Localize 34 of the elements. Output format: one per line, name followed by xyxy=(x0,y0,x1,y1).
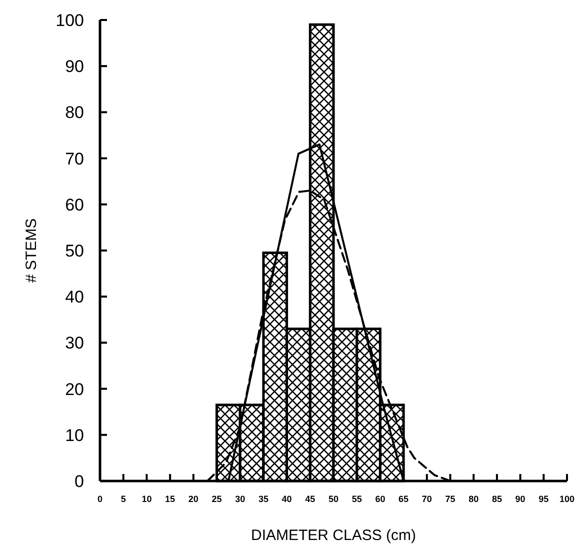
x-tick-label: 35 xyxy=(258,494,268,504)
x-tick-label: 20 xyxy=(188,494,198,504)
x-tick-label: 65 xyxy=(398,494,409,504)
x-tick-label: 85 xyxy=(492,494,502,504)
y-tick-label: 0 xyxy=(74,472,84,491)
y-tick-label: 40 xyxy=(65,288,84,307)
y-tick-label: 70 xyxy=(65,149,84,168)
y-tick-label: 90 xyxy=(65,57,84,76)
x-tick-label: 0 xyxy=(97,494,103,504)
x-tick-label: 5 xyxy=(120,494,126,504)
x-tick-label: 60 xyxy=(375,494,386,504)
x-tick-label: 40 xyxy=(282,494,292,504)
x-tick-label: 55 xyxy=(352,494,362,504)
x-tick-label: 15 xyxy=(165,494,176,504)
x-tick-label: 25 xyxy=(212,494,222,504)
x-tick-label: 70 xyxy=(422,494,432,504)
x-tick-label: 90 xyxy=(515,494,526,504)
y-tick-label: 30 xyxy=(65,334,84,353)
x-tick-label: 45 xyxy=(305,494,316,504)
x-tick-label: 30 xyxy=(235,494,246,504)
x-tick-label: 10 xyxy=(142,494,152,504)
x-tick-label: 75 xyxy=(445,494,456,504)
y-tick-label: 60 xyxy=(65,195,84,214)
x-axis-title: DIAMETER CLASS (cm) xyxy=(250,527,416,544)
y-tick-label: 50 xyxy=(65,241,84,260)
y-tick-label: 10 xyxy=(65,426,84,445)
y-tick-label: 20 xyxy=(65,380,84,399)
y-tick-label: 100 xyxy=(56,10,84,30)
y-tick-label: 80 xyxy=(65,103,84,122)
x-tick-label: 50 xyxy=(328,494,339,504)
x-tick-label: 100 xyxy=(559,494,575,504)
x-tick-label: 95 xyxy=(538,494,549,504)
x-tick-label: 80 xyxy=(468,494,479,504)
y-axis-title: # STEMS xyxy=(23,218,40,283)
